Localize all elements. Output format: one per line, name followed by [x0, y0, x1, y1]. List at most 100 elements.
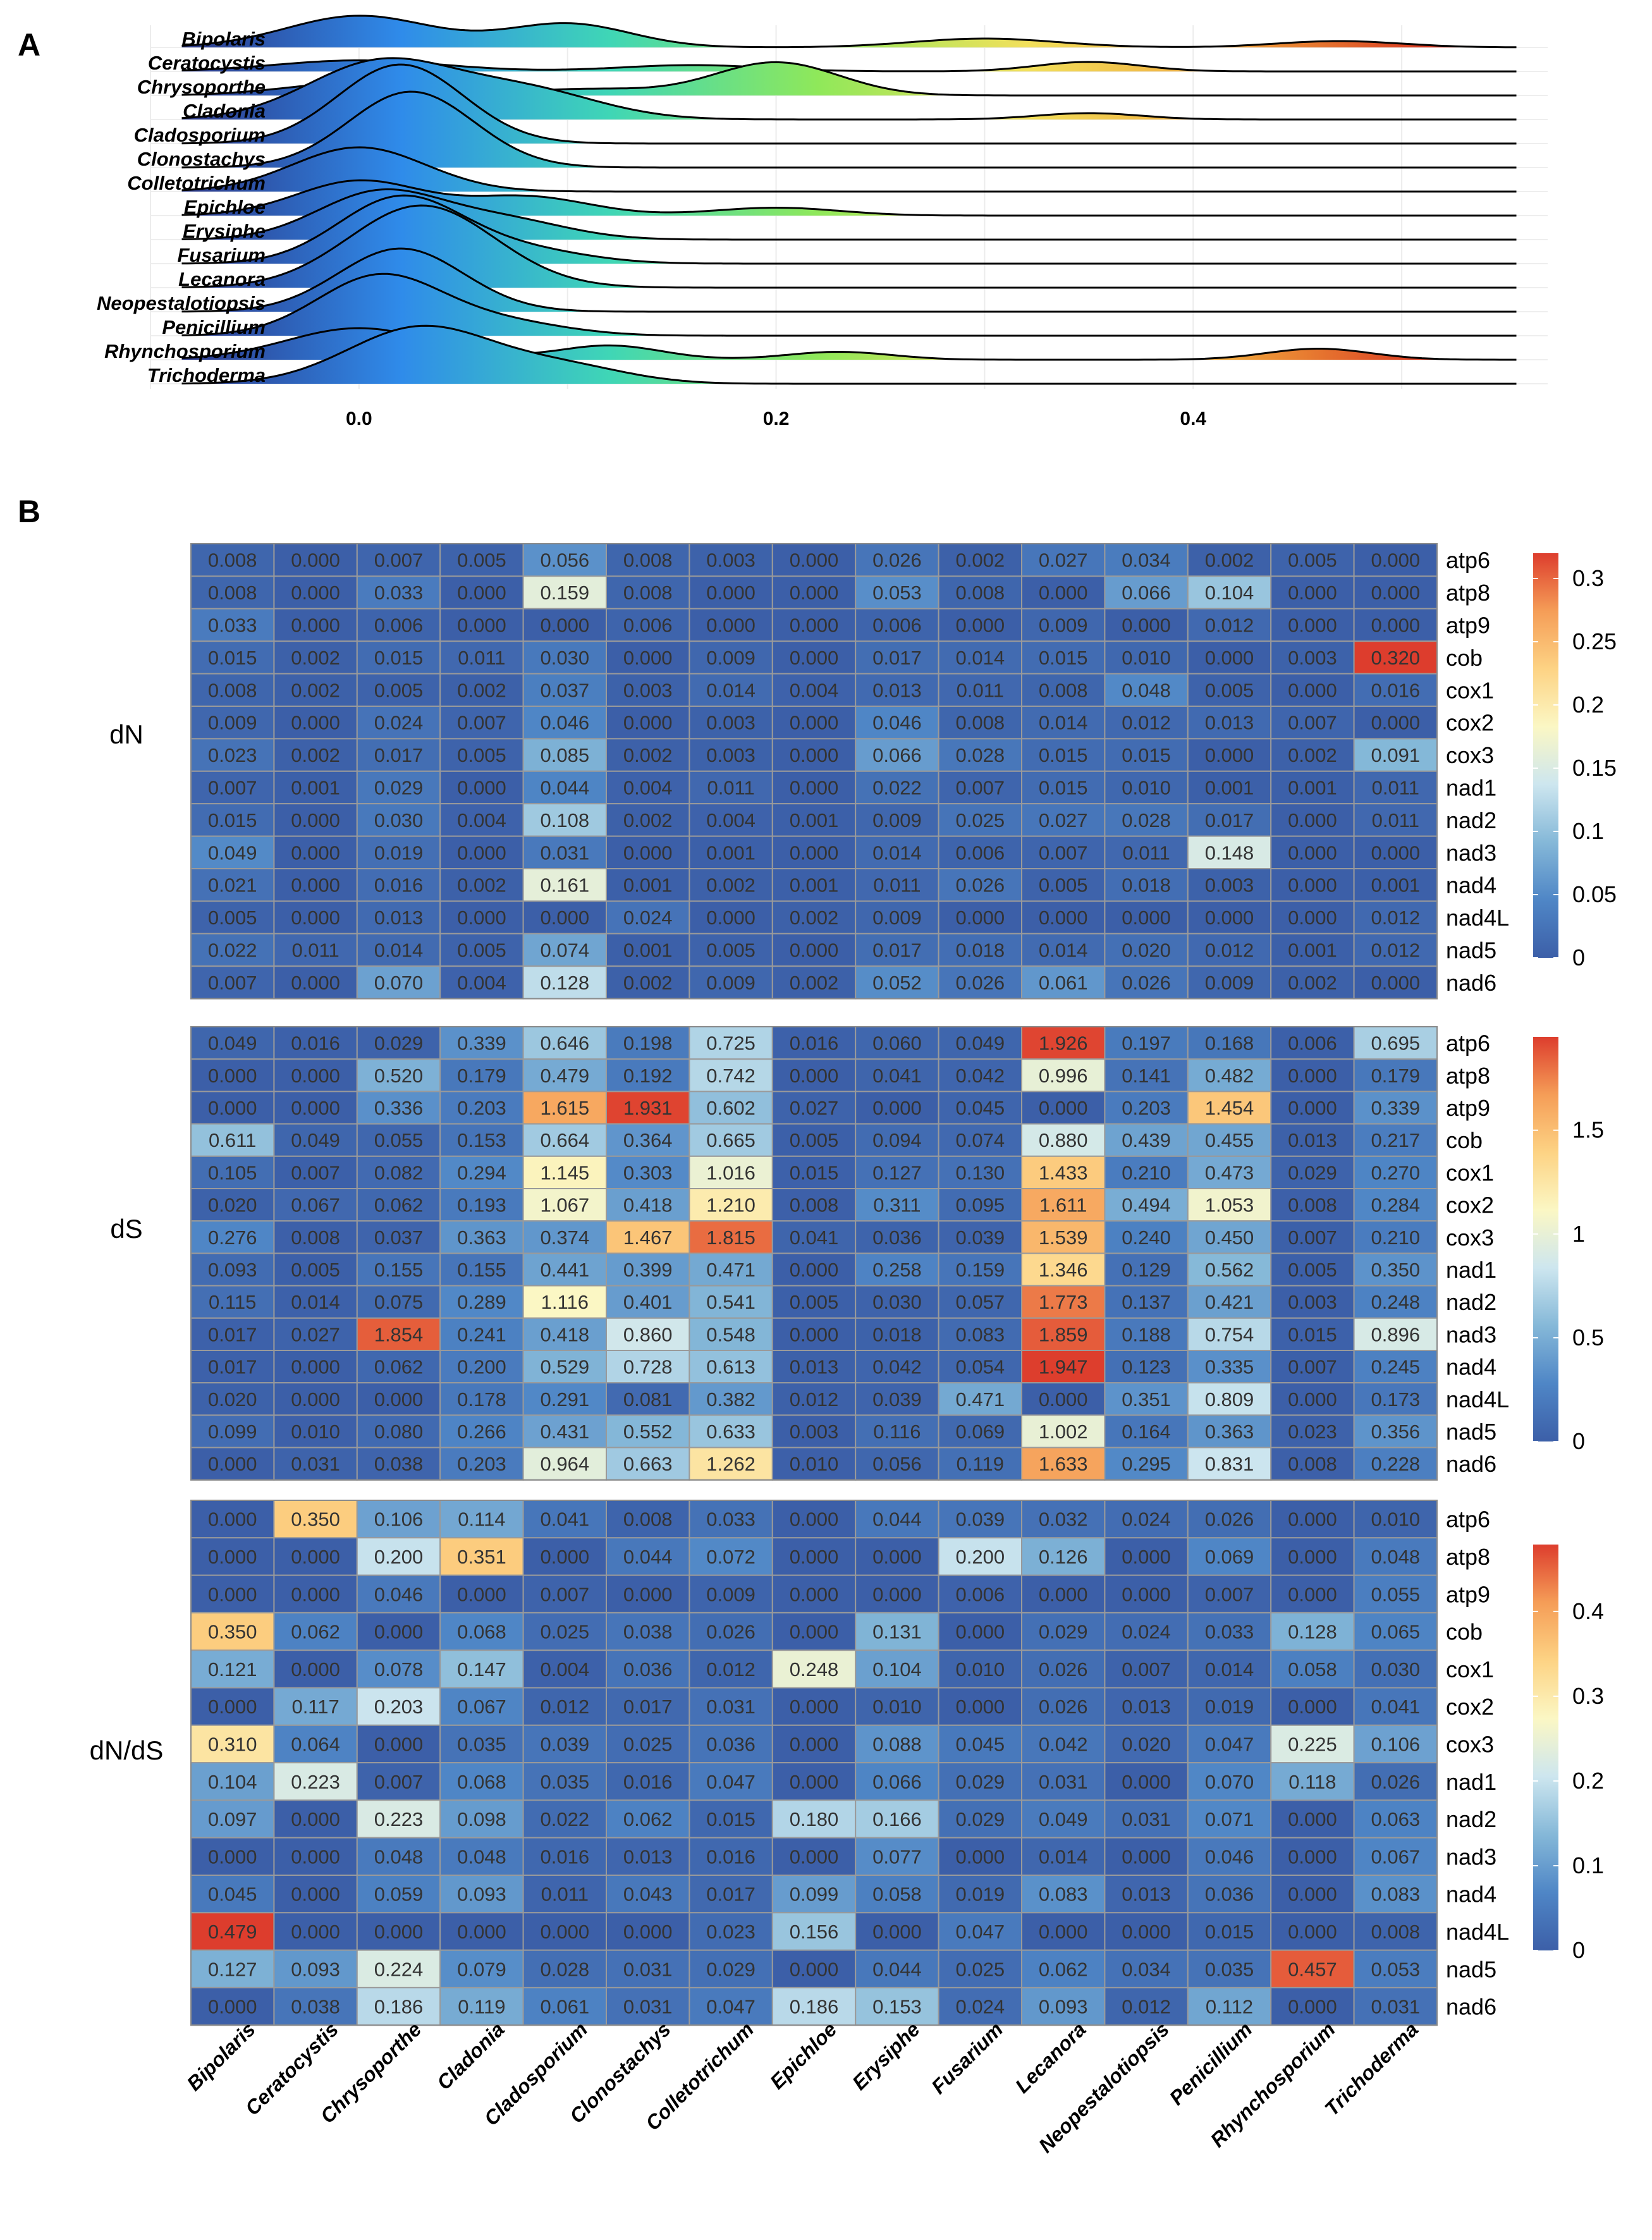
heatmap-cell [855, 965, 939, 1000]
cell-value: 0.047 [1205, 1733, 1254, 1755]
cell-value: 0.203 [457, 1097, 506, 1119]
cell-value: 0.047 [956, 1921, 1005, 1943]
heatmap-cell [1270, 608, 1355, 642]
cell-value: 0.046 [374, 1583, 424, 1605]
heatmap-cell [606, 1687, 690, 1726]
cell-value: 0.009 [208, 712, 257, 734]
cell-value: 0.000 [291, 712, 340, 734]
heatmap-cell [688, 933, 773, 967]
cell-value: 0.147 [457, 1658, 506, 1680]
cell-value: 0.002 [956, 549, 1005, 572]
cell-value: 0.193 [457, 1194, 506, 1216]
heatmap-cell [1187, 803, 1272, 837]
ridge-label: Colletotrichum [127, 172, 266, 194]
heatmap-cell [688, 1649, 773, 1689]
heatmap-cell [190, 1252, 275, 1287]
cell-value: 0.010 [1371, 1509, 1421, 1531]
cell-value: 0.295 [1122, 1453, 1171, 1475]
heatmap-cell [439, 835, 524, 869]
cell-value: 0.245 [1371, 1356, 1421, 1378]
heatmap-cell [1021, 543, 1106, 577]
ridge-label: Penicillium [162, 316, 266, 338]
heatmap-cell [273, 1537, 358, 1576]
cell-value: 0.000 [623, 1583, 673, 1605]
heatmap-cell [606, 575, 690, 609]
heatmap-cell [1187, 770, 1272, 805]
cell-value: 0.336 [374, 1097, 424, 1119]
heatmap-cell [522, 1762, 607, 1801]
cell-value: 0.026 [872, 549, 922, 572]
cell-value: 0.173 [1371, 1388, 1421, 1411]
cell-value: 0.809 [1205, 1388, 1254, 1411]
cell-value: 0.695 [1371, 1032, 1421, 1055]
heatmap-cell [1104, 738, 1189, 772]
heatmap-cell [1021, 835, 1106, 869]
cell-value: 0.000 [374, 1621, 424, 1643]
cell-value: 0.001 [790, 809, 839, 831]
cell-value: 0.210 [1371, 1227, 1421, 1249]
heatmap-cell [938, 1155, 1022, 1190]
heatmap-cell [938, 706, 1022, 740]
cell-value: 0.896 [1371, 1323, 1421, 1345]
heatmap-cell [688, 1252, 773, 1287]
cell-value: 0.047 [706, 1996, 756, 2018]
heatmap-cell [606, 900, 690, 934]
cell-value: 0.002 [1288, 744, 1337, 766]
heatmap-cell [855, 933, 939, 967]
heatmap-cell [1021, 1912, 1106, 1951]
cell-value: 0.071 [1205, 1808, 1254, 1830]
cell-value: 0.085 [541, 744, 590, 766]
heatmap-cell [771, 1026, 857, 1060]
cell-value: 0.010 [1122, 647, 1171, 669]
heatmap-cell [190, 1612, 275, 1651]
cell-value: 0.049 [208, 842, 257, 864]
cell-value: 0.002 [291, 679, 340, 701]
cell-value: 0.011 [458, 647, 505, 669]
cell-value: 0.471 [706, 1259, 756, 1281]
cell-value: 0.116 [873, 1421, 921, 1443]
cell-value: 0.005 [1288, 549, 1337, 572]
heatmap-cell [855, 673, 939, 707]
cell-value: 0.178 [457, 1388, 506, 1411]
cell-value: 0.074 [956, 1129, 1005, 1151]
cell-value: 0.289 [457, 1291, 506, 1313]
gene-label: atp8 [1446, 1063, 1490, 1089]
heatmap-cell [771, 1500, 857, 1539]
heatmap-cell [356, 575, 441, 609]
cell-value: 0.024 [1122, 1509, 1171, 1531]
heatmap-cell [439, 1123, 524, 1157]
cell-value: 0.019 [374, 842, 424, 864]
heatmap-cell [1187, 1875, 1272, 1914]
cell-value: 0.198 [623, 1032, 673, 1055]
cell-value: 0.000 [541, 1921, 590, 1943]
heatmap-cell [1104, 1285, 1189, 1319]
ridge-label: Neopestalotiopsis [97, 292, 266, 314]
cell-value: 0.014 [1205, 1658, 1254, 1680]
gene-label: nad1 [1446, 1257, 1496, 1283]
cell-value: 0.000 [1288, 1388, 1337, 1411]
heatmap-cell [1353, 673, 1438, 707]
cell-value: 0.024 [956, 1996, 1005, 2018]
cell-value: 0.148 [1205, 842, 1254, 864]
heatmap-cell [273, 1123, 358, 1157]
cell-value: 0.007 [1039, 842, 1088, 864]
heatmap-cell [356, 1350, 441, 1384]
heatmap-cell [771, 1612, 857, 1651]
heatmap-cell [1104, 1687, 1189, 1726]
heatmap-cell [1353, 1574, 1438, 1613]
cell-value: 0.014 [1039, 939, 1088, 962]
heatmap-cell [356, 1612, 441, 1651]
cell-value: 0.022 [208, 939, 257, 962]
ridge-line-cladosporium [181, 63, 1517, 145]
cell-value: 0.186 [374, 1996, 424, 2018]
cell-value: 0.203 [374, 1696, 424, 1718]
cell-value: 0.000 [291, 1808, 340, 1830]
cell-value: 0.031 [541, 842, 590, 864]
heatmap-cell [1187, 1912, 1272, 1951]
cell-value: 0.008 [956, 712, 1005, 734]
heatmap-cell [1353, 835, 1438, 869]
cell-value: 0.027 [1039, 809, 1088, 831]
cell-value: 0.665 [706, 1129, 756, 1151]
cell-value: 0.012 [1371, 939, 1421, 962]
heatmap-cell [771, 1447, 857, 1481]
